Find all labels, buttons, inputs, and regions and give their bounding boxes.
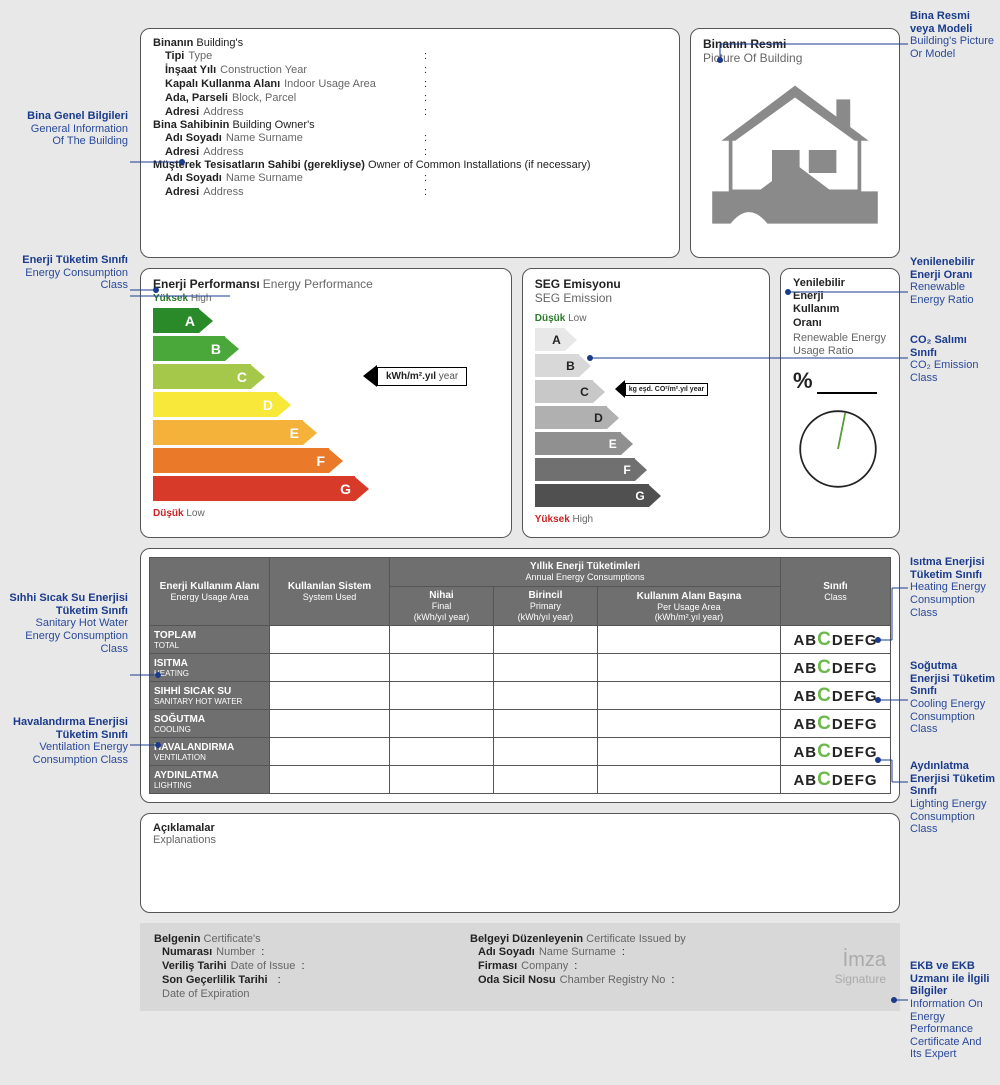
gauge-icon bbox=[793, 404, 883, 494]
annotation: Havalandırma Enerjisi Tüketim SınıfıVent… bbox=[6, 716, 128, 767]
certificate-panel: Belgenin Certificate'sNumarası Number:Ve… bbox=[140, 923, 900, 1011]
annotation: Bina Resmi veya ModeliBuilding's Picture… bbox=[910, 10, 996, 61]
energy-performance-panel: Enerji Performansı Energy Performance Yü… bbox=[140, 268, 512, 538]
building-picture-panel: Binanın ResmiPicture Of Building bbox=[690, 28, 900, 258]
annotation: Sıhhi Sıcak Su Enerjisi Tüketim SınıfıSa… bbox=[6, 592, 128, 655]
house-icon bbox=[703, 65, 887, 235]
seg-emission-panel: SEG EmisyonuSEG Emission Düşük LowABCDEF… bbox=[522, 268, 770, 538]
annotation: Yenilenebilir Enerji OranıRenewable Ener… bbox=[910, 256, 996, 307]
renewable-panel: YenilebilirEnerjiKullanımOranıRenewable … bbox=[780, 268, 900, 538]
annotation: Bina Genel BilgileriGeneral Information … bbox=[20, 110, 128, 148]
explanations-panel: AçıklamalarExplanations bbox=[140, 813, 900, 913]
annotation: Isıtma Enerjisi Tüketim SınıfıHeating En… bbox=[910, 556, 996, 619]
annotation: Aydınlatma Enerjisi Tüketim SınıfıLighti… bbox=[910, 760, 996, 836]
annotation: Soğutma Enerjisi Tüketim SınıfıCooling E… bbox=[910, 660, 996, 736]
annotation: CO₂ Salımı SınıfıCO₂ Emission Class bbox=[910, 334, 996, 385]
building-info-panel: Binanın Building'sTipi Type:İnşaat Yılı … bbox=[140, 28, 680, 258]
consumption-table-panel: Enerji Kullanım AlanıEnergy Usage Area K… bbox=[140, 548, 900, 803]
annotation: EKB ve EKB Uzmanı ile İlgili BilgilerInf… bbox=[910, 960, 996, 1061]
annotation: Enerji Tüketim SınıfıEnergy Consumption … bbox=[20, 254, 128, 292]
